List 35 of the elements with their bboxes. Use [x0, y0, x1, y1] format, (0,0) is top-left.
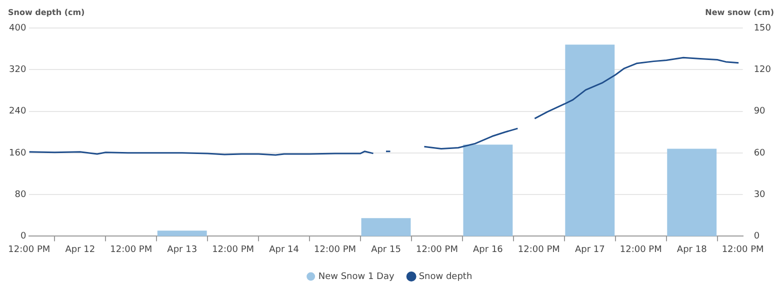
y-tick-label: 400	[8, 23, 26, 34]
x-tick-label: Apr 16	[473, 244, 504, 255]
x-tick-label: Apr 13	[167, 244, 198, 255]
y-tick-label: 240	[8, 106, 26, 117]
bar	[565, 44, 615, 236]
x-tick-label: 12:00 PM	[518, 244, 560, 255]
bar	[361, 218, 411, 236]
y2-axis-title: New snow (cm)	[705, 8, 774, 18]
y2-tick-label: 30	[754, 190, 766, 200]
x-tick-label: Apr 18	[676, 244, 708, 255]
legend-label: New Snow 1 Day	[318, 272, 395, 282]
y2-tick-label: 90	[754, 106, 766, 117]
y2-tick-label: 60	[754, 148, 766, 158]
y2-tick-label: 0	[754, 232, 760, 242]
x-tick-label: 12:00 PM	[722, 244, 764, 255]
x-tick-label: Apr 17	[574, 244, 605, 255]
x-tick-label: 12:00 PM	[416, 244, 458, 255]
x-tick-label: 12:00 PM	[314, 244, 356, 255]
x-tick-label: Apr 14	[269, 244, 300, 255]
x-tick-label: Apr 12	[65, 244, 96, 255]
y2-tick-label: 150	[754, 23, 772, 34]
x-tick-label: 12:00 PM	[8, 244, 50, 255]
y-tick-label: 0	[20, 232, 26, 242]
x-tick-label: Apr 15	[371, 244, 401, 255]
bar	[463, 144, 513, 236]
x-tick-label: 12:00 PM	[110, 244, 152, 255]
y2-tick-label: 120	[754, 64, 772, 75]
y-axis-title: Snow depth (cm)	[8, 8, 85, 18]
bar	[667, 148, 717, 236]
x-tick-label: 12:00 PM	[212, 244, 254, 255]
y-tick-label: 320	[8, 64, 26, 75]
y-tick-label: 160	[8, 148, 26, 158]
x-tick-label: 12:00 PM	[620, 244, 662, 255]
legend-label: Snow depth	[418, 272, 472, 282]
y-tick-label: 80	[14, 190, 26, 200]
